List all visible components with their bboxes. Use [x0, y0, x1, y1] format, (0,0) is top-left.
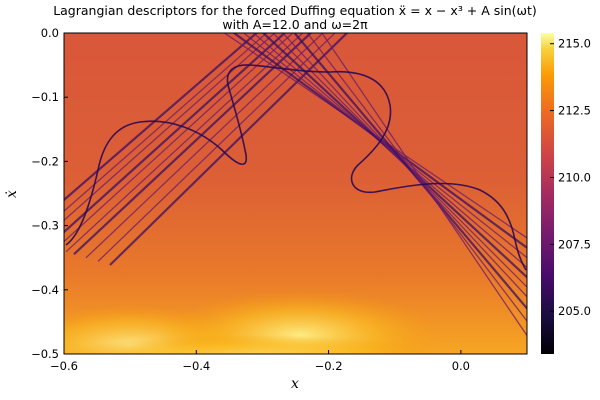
colorbar-tick-label: 207.5 — [558, 237, 591, 251]
y-tick-label: −0.4 — [31, 283, 59, 297]
chart-title-line2: with A=12.0 and ω=2π — [222, 17, 368, 32]
bright-region-lower — [64, 335, 445, 354]
plot-frame — [63, 32, 528, 355]
manifold-band — [293, 33, 527, 311]
colorbar-tick-label: 215.0 — [558, 37, 591, 51]
colorbar-ticks: 205.0 207.5 210.0 212.5 215.0 — [550, 37, 591, 318]
manifold-band — [64, 33, 294, 243]
y-axis: 0.0 −0.1 −0.2 −0.3 −0.4 −0.5 — [31, 26, 68, 361]
colorbar: 205.0 207.5 210.0 212.5 215.0 — [541, 33, 591, 354]
manifold-band — [64, 33, 287, 234]
manifold-band — [64, 33, 268, 212]
chart-title-line1: Lagrangian descriptors for the forced Du… — [53, 3, 537, 18]
heatmap — [64, 33, 527, 354]
colorbar-tick-label: 212.5 — [558, 104, 591, 118]
manifold-curve-left — [65, 64, 331, 246]
x-axis: −0.6 −0.4 −0.2 0.0 — [50, 350, 470, 373]
colorbar-gradient — [541, 33, 554, 354]
y-tick-label: 0.0 — [41, 26, 59, 40]
y-tick-label: −0.5 — [31, 347, 59, 361]
x-tick-label: −0.2 — [315, 359, 343, 373]
colorbar-tick-label: 205.0 — [558, 304, 591, 318]
x-axis-label: x — [291, 376, 299, 392]
manifold-band — [85, 33, 324, 259]
x-tick-label: 0.0 — [452, 359, 470, 373]
manifold-curve-right — [329, 70, 527, 271]
y-axis-label: ẋ — [4, 190, 20, 198]
x-tick-label: −0.4 — [182, 359, 210, 373]
y-tick-label: −0.1 — [31, 90, 59, 104]
x-tick-label: −0.6 — [50, 359, 78, 373]
y-tick-label: −0.2 — [31, 154, 59, 168]
manifold-band — [306, 33, 527, 323]
y-tick-label: −0.3 — [31, 219, 59, 233]
unstable-manifold-bands — [223, 33, 527, 337]
colorbar-tick-label: 210.0 — [558, 170, 591, 184]
manifold-band — [64, 33, 259, 202]
